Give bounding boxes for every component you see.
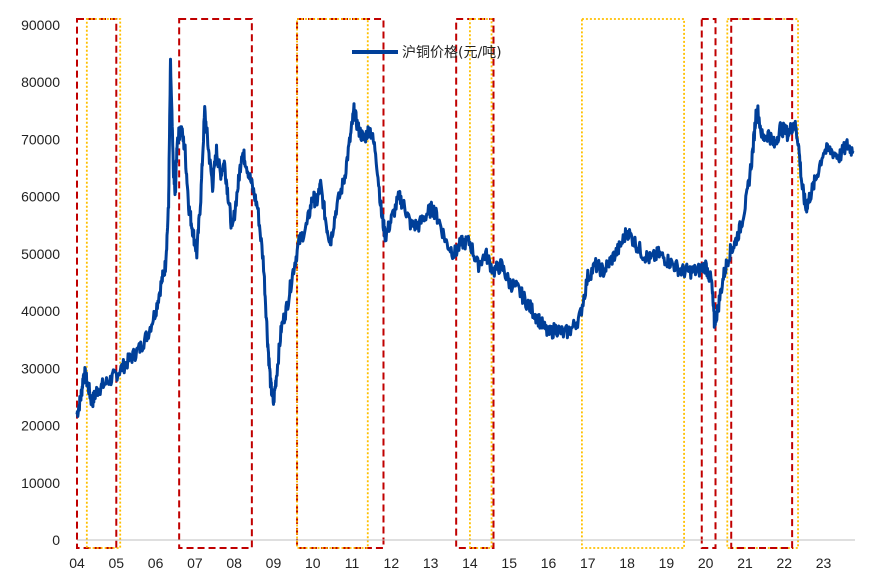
highlight-box-red — [76, 18, 118, 549]
highlight-periods — [76, 18, 799, 549]
highlight-box-red — [730, 18, 794, 549]
x-tick-label: 15 — [501, 555, 517, 571]
x-tick-label: 10 — [305, 555, 321, 571]
legend: 沪铜价格(元/吨) — [352, 45, 502, 61]
y-tick-label: 60000 — [21, 189, 60, 205]
x-tick-label: 07 — [187, 555, 203, 571]
x-tick-label: 09 — [266, 555, 282, 571]
x-tick-label: 22 — [776, 555, 792, 571]
highlight-box-yellow — [581, 18, 685, 549]
y-tick-label: 20000 — [21, 418, 60, 434]
series-group — [75, 57, 855, 418]
y-tick-labels: 0 10000 20000 30000 40000 50000 60000 70000 8000… — [21, 17, 60, 548]
x-tick-label: 05 — [109, 555, 125, 571]
x-tick-label: 23 — [816, 555, 832, 571]
legend-label: 沪铜价格(元/吨) — [402, 45, 502, 61]
highlight-box-yellow — [469, 18, 493, 549]
x-tick-label: 20 — [698, 555, 714, 571]
x-tick-label: 08 — [226, 555, 242, 571]
series-line — [75, 57, 855, 418]
x-tick-label: 18 — [619, 555, 635, 571]
x-tick-label: 06 — [148, 555, 164, 571]
y-tick-label: 40000 — [21, 303, 60, 319]
x-tick-label: 11 — [345, 555, 360, 571]
highlight-box-yellow — [726, 18, 799, 549]
x-tick-label: 16 — [541, 555, 557, 571]
y-tick-label: 80000 — [21, 74, 60, 90]
axes: 0 10000 20000 30000 40000 50000 60000 70000 8000… — [21, 17, 855, 571]
x-tick-label: 04 — [69, 555, 85, 571]
x-tick-label: 17 — [580, 555, 596, 571]
highlight-box-yellow — [85, 18, 122, 549]
highlight-box-red — [455, 18, 495, 549]
x-tick-label: 12 — [384, 555, 400, 571]
y-tick-label: 30000 — [21, 360, 60, 376]
highlight-box-red — [700, 18, 717, 549]
y-tick-label: 90000 — [21, 17, 60, 33]
y-tick-label: 0 — [52, 532, 60, 548]
x-tick-label: 21 — [737, 555, 753, 571]
x-tick-label: 13 — [423, 555, 439, 571]
y-tick-label: 50000 — [21, 246, 60, 262]
highlight-box-red — [178, 18, 253, 549]
y-tick-label: 10000 — [21, 475, 60, 491]
highlight-box-red — [296, 18, 385, 549]
highlight-box-yellow — [296, 18, 369, 549]
x-tick-label: 19 — [659, 555, 675, 571]
x-tick-label: 14 — [462, 555, 478, 571]
x-tick-labels: 04 05 06 07 08 09 10 11 12 13 14 15 16 17 18 19 20 21 22 23 — [69, 555, 831, 571]
y-tick-label: 70000 — [21, 131, 60, 147]
